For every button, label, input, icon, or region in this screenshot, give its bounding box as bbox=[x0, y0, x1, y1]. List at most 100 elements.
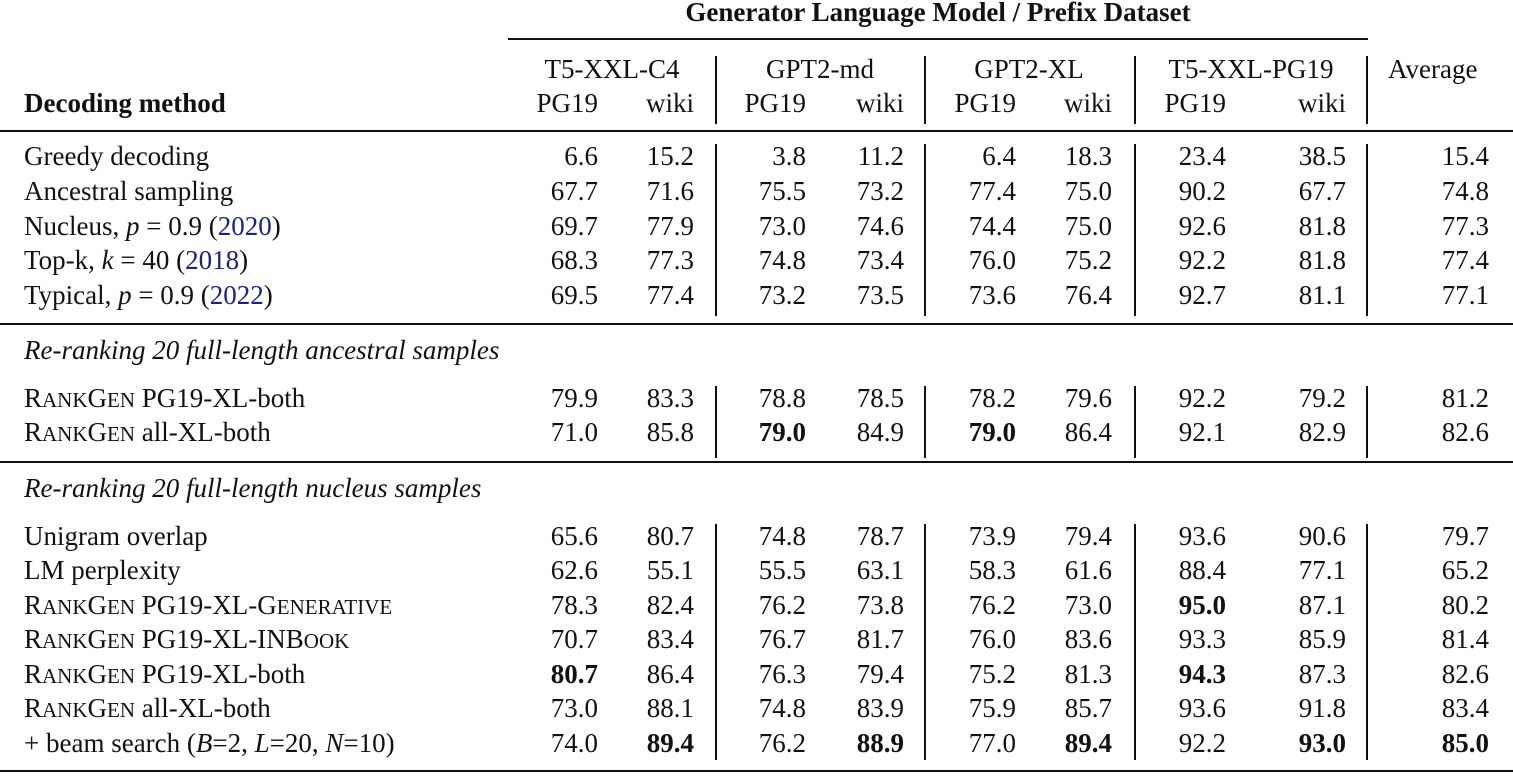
row-label-part: N bbox=[325, 728, 344, 758]
score-cell: 75.2 bbox=[968, 659, 1016, 689]
rankgen-name-part: R bbox=[24, 383, 43, 413]
row-label: RANKGEN PG19-XL-both bbox=[24, 659, 305, 690]
score-cell: 6.4 bbox=[982, 141, 1016, 171]
sub-header: PG19 bbox=[954, 88, 1016, 118]
header-rule bbox=[0, 130, 1513, 132]
score-cell: 77.3 bbox=[646, 245, 694, 275]
decoding-method-header: Decoding method bbox=[24, 88, 226, 118]
score-cell: 74.0 bbox=[550, 728, 598, 758]
average-cell: 15.4 bbox=[1441, 141, 1489, 171]
row-label: + beam search (B=2, L=20, N=10) bbox=[24, 728, 395, 759]
average-cell: 83.4 bbox=[1441, 693, 1489, 723]
row-label: RANKGEN PG19-XL-both bbox=[24, 383, 305, 414]
score-cell: 74.8 bbox=[758, 521, 806, 551]
rankgen-name-part: R bbox=[24, 693, 43, 723]
variant-name-part: ENERATIVE bbox=[276, 595, 393, 619]
average-header: Average bbox=[1388, 54, 1478, 84]
score-cell: 55.5 bbox=[758, 555, 806, 585]
score-cell: 73.8 bbox=[856, 590, 904, 620]
score-cell: 75.5 bbox=[758, 176, 806, 206]
score-cell: 76.0 bbox=[968, 245, 1016, 275]
variant-name-part: B bbox=[285, 624, 304, 654]
rankgen-name-part: ANK bbox=[42, 698, 88, 722]
score-cell: 87.1 bbox=[1298, 590, 1346, 620]
row-label-part: =10) bbox=[343, 728, 395, 758]
score-cell: 71.6 bbox=[646, 176, 694, 206]
column-divider bbox=[1366, 56, 1368, 124]
score-cell: 80.7 bbox=[550, 659, 598, 689]
column-divider bbox=[1134, 386, 1136, 458]
row-label: Nucleus, p = 0.9 (2020) bbox=[24, 211, 281, 242]
score-cell: 73.4 bbox=[856, 245, 904, 275]
row-label-part: =2, bbox=[212, 728, 255, 758]
score-cell: 73.0 bbox=[758, 211, 806, 241]
column-divider bbox=[715, 144, 717, 316]
row-label-text: LM perplexity bbox=[24, 555, 181, 585]
score-cell: 81.8 bbox=[1298, 211, 1346, 241]
row-label: Top-k, k = 40 (2018) bbox=[24, 245, 248, 276]
score-cell: 91.8 bbox=[1298, 693, 1346, 723]
score-cell: 83.9 bbox=[856, 693, 904, 723]
score-cell: 86.4 bbox=[646, 659, 694, 689]
average-cell: 82.6 bbox=[1441, 659, 1489, 689]
score-cell: 67.7 bbox=[1298, 176, 1346, 206]
average-cell: 77.3 bbox=[1441, 211, 1489, 241]
score-cell: 92.1 bbox=[1178, 417, 1226, 447]
row-label: RANKGEN PG19-XL-INBOOK bbox=[24, 624, 349, 655]
row-label-text: all-XL-both bbox=[135, 693, 271, 723]
score-cell: 74.8 bbox=[758, 245, 806, 275]
rankgen-name-part: EN bbox=[107, 698, 136, 722]
score-cell: 78.2 bbox=[968, 383, 1016, 413]
citation-link: 2022 bbox=[209, 280, 264, 310]
average-cell: 81.2 bbox=[1441, 383, 1489, 413]
score-cell: 81.8 bbox=[1298, 245, 1346, 275]
score-cell: 65.6 bbox=[550, 521, 598, 551]
score-cell: 76.2 bbox=[758, 590, 806, 620]
score-cell: 76.2 bbox=[758, 728, 806, 758]
row-label-part: ) bbox=[271, 211, 281, 241]
row-label-text: PG19-XL- bbox=[135, 590, 258, 620]
score-cell: 93.3 bbox=[1178, 624, 1226, 654]
score-cell: 92.2 bbox=[1178, 728, 1226, 758]
score-cell: 68.3 bbox=[550, 245, 598, 275]
score-cell: 86.4 bbox=[1064, 417, 1112, 447]
row-label: RANKGEN PG19-XL-GENERATIVE bbox=[24, 590, 392, 621]
score-cell: 79.0 bbox=[968, 417, 1016, 447]
row-label-part: = 40 ( bbox=[113, 245, 186, 275]
score-cell: 82.9 bbox=[1298, 417, 1346, 447]
rankgen-name-part: R bbox=[24, 659, 43, 689]
column-divider bbox=[924, 56, 926, 124]
row-label-part: p bbox=[118, 280, 132, 310]
row-label: Greedy decoding bbox=[24, 141, 209, 172]
score-cell: 76.2 bbox=[968, 590, 1016, 620]
sub-header: PG19 bbox=[744, 88, 806, 118]
score-cell: 94.3 bbox=[1178, 659, 1226, 689]
score-cell: 92.7 bbox=[1178, 280, 1226, 310]
score-cell: 80.7 bbox=[646, 521, 694, 551]
row-label: Unigram overlap bbox=[24, 521, 208, 552]
rankgen-name-part: G bbox=[87, 659, 108, 689]
average-cell: 74.8 bbox=[1441, 176, 1489, 206]
score-cell: 85.9 bbox=[1298, 624, 1346, 654]
score-cell: 75.0 bbox=[1064, 176, 1112, 206]
rankgen-name-part: ANK bbox=[42, 664, 88, 688]
rankgen-name-part: R bbox=[24, 624, 43, 654]
score-cell: 85.8 bbox=[646, 417, 694, 447]
score-cell: 79.4 bbox=[1064, 521, 1112, 551]
score-cell: 75.2 bbox=[1064, 245, 1112, 275]
sub-header: wiki bbox=[645, 88, 694, 118]
group-title-rule bbox=[508, 38, 1368, 40]
score-cell: 83.3 bbox=[646, 383, 694, 413]
column-divider bbox=[1134, 144, 1136, 316]
score-cell: 95.0 bbox=[1178, 590, 1226, 620]
score-cell: 74.4 bbox=[968, 211, 1016, 241]
score-cell: 83.4 bbox=[646, 624, 694, 654]
score-cell: 71.0 bbox=[550, 417, 598, 447]
row-label-part: ) bbox=[263, 280, 273, 310]
model-header-t5-xxl-c4: T5-XXL-C4 bbox=[544, 54, 680, 84]
column-divider bbox=[924, 386, 926, 458]
rankgen-name-part: EN bbox=[107, 629, 136, 653]
score-cell: 76.7 bbox=[758, 624, 806, 654]
score-cell: 77.4 bbox=[646, 280, 694, 310]
score-cell: 92.2 bbox=[1178, 245, 1226, 275]
